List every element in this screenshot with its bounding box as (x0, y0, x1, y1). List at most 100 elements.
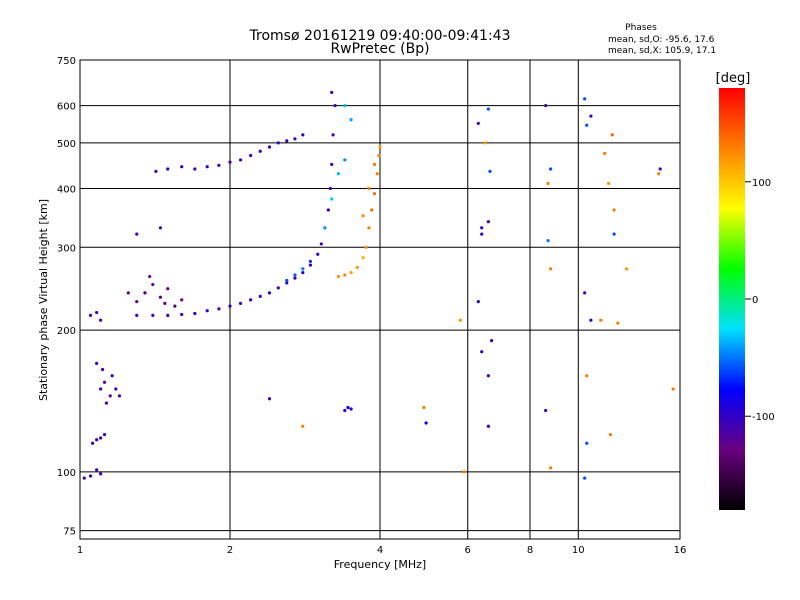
data-point (367, 186, 371, 191)
data-point (166, 313, 170, 317)
data-point (135, 232, 139, 236)
x-tick-label: 1 (77, 545, 83, 556)
data-point (258, 149, 262, 153)
data-point (658, 167, 662, 171)
data-point (336, 172, 340, 176)
data-point (301, 271, 305, 275)
data-point (328, 186, 332, 191)
data-point (104, 401, 109, 405)
data-point (326, 208, 330, 212)
data-point (378, 145, 382, 149)
data-point (154, 169, 158, 173)
x-tick-label: 16 (674, 545, 687, 556)
data-point (549, 466, 553, 470)
data-point (99, 436, 103, 440)
data-point (102, 380, 107, 384)
colorbar-label: [deg] (716, 71, 751, 86)
data-point (276, 286, 280, 290)
data-point (486, 107, 490, 111)
data-point (301, 267, 305, 271)
phase-stats-x: mean, sd,X: 105.9, 17.1 (608, 46, 716, 56)
data-point (117, 394, 122, 398)
data-point (476, 121, 480, 125)
x-tick-label: 4 (377, 545, 383, 556)
data-point (267, 397, 272, 401)
data-point (267, 145, 272, 149)
data-point (549, 267, 553, 271)
data-point (349, 118, 353, 122)
data-point (163, 301, 167, 305)
data-point (330, 162, 334, 167)
chart-title: Tromsø 20161219 09:40:00-09:41:43 (249, 28, 511, 44)
data-point (490, 339, 494, 343)
y-tick-label: 75 (63, 527, 76, 538)
data-point (424, 421, 428, 425)
data-point (583, 291, 587, 295)
phase-header: Phases (625, 23, 657, 33)
data-point (349, 271, 353, 275)
data-point (603, 151, 607, 155)
data-point (99, 472, 103, 476)
chart-subtitle: RwPretec (Bp) (330, 41, 429, 57)
data-point (343, 104, 347, 108)
data-point (126, 291, 130, 295)
data-point (331, 133, 335, 137)
data-point (361, 256, 365, 260)
data-points (82, 90, 675, 480)
data-point (316, 252, 320, 256)
colorbar-tick-label: 100 (752, 178, 771, 189)
data-point (336, 274, 340, 279)
data-point (612, 208, 616, 212)
data-point (99, 387, 103, 391)
grid-lines (80, 60, 680, 539)
data-point (95, 310, 99, 315)
data-point (151, 282, 155, 287)
y-tick-label: 500 (57, 139, 76, 150)
data-point (308, 259, 313, 263)
data-point (549, 167, 553, 171)
data-point (301, 424, 305, 428)
data-point (608, 432, 613, 437)
data-point (148, 274, 152, 279)
data-point (193, 167, 197, 171)
y-tick-label: 200 (57, 326, 76, 337)
data-point (205, 165, 209, 169)
data-point (488, 169, 492, 173)
data-point (100, 367, 105, 372)
data-point (158, 226, 163, 230)
data-point (372, 162, 377, 167)
y-tick-labels: 75 100 200 300 400 500 600 750 (57, 56, 76, 538)
data-point (330, 197, 334, 201)
x-tick-label: 8 (527, 545, 533, 556)
data-point (114, 387, 118, 391)
data-point (370, 208, 374, 212)
data-point (657, 172, 661, 176)
data-point (486, 220, 490, 224)
data-point (486, 424, 490, 428)
data-point (293, 137, 297, 141)
data-point (173, 304, 177, 308)
data-point (301, 133, 305, 137)
data-point (480, 350, 484, 354)
data-point (375, 172, 379, 176)
colorbar-tick-label: 0 (752, 295, 758, 306)
x-tick-labels: 1 2 4 6 8 10 16 (77, 545, 687, 556)
data-point (228, 304, 232, 308)
y-tick-label: 300 (57, 243, 76, 254)
data-point (612, 232, 616, 236)
data-point (585, 123, 589, 127)
data-point (372, 192, 377, 196)
x-tick-label: 2 (227, 545, 233, 556)
data-point (330, 90, 334, 95)
data-point (671, 387, 675, 391)
data-point (606, 181, 611, 186)
data-point (483, 141, 487, 145)
data-point (476, 300, 480, 304)
data-point (276, 141, 280, 145)
phase-stats-o: mean, sd,O: -95.6, 17.6 (608, 35, 715, 45)
data-point (333, 104, 337, 108)
data-point (480, 226, 484, 230)
y-tick-label: 750 (57, 56, 76, 67)
data-point (546, 181, 550, 186)
